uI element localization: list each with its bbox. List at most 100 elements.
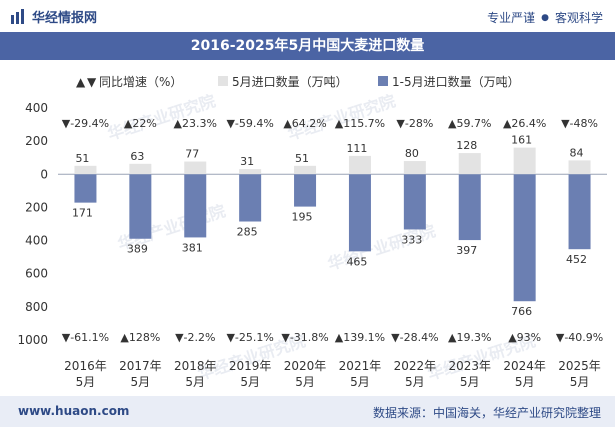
brand-name: 华经情报网: [32, 11, 98, 26]
legend-monthly-label: 5月进口数量（万吨）: [232, 74, 348, 89]
legend-cumulative-label: 1-5月进口数量（万吨）: [392, 74, 520, 89]
cumulative-value-label: 766: [511, 305, 532, 318]
cumulative-bar: [74, 174, 97, 203]
growth-monthly-label: ▼-48%: [561, 117, 598, 130]
x-category-sublabel: 5月: [350, 375, 370, 389]
cumulative-bar: [129, 174, 152, 239]
legend-up-triangle: ▲: [76, 75, 86, 89]
site-link[interactable]: www.huaon.com: [18, 404, 130, 418]
monthly-bar: [239, 169, 262, 175]
legend-monthly-swatch: [218, 76, 228, 86]
y-tick-label: 200: [25, 134, 48, 148]
brand[interactable]: 华经情报网: [10, 7, 97, 26]
growth-monthly-label: ▲23.3%: [174, 117, 217, 130]
growth-monthly-label: ▲115.7%: [335, 117, 385, 130]
growth-monthly-label: ▲22%: [124, 117, 157, 130]
x-category-sublabel: 5月: [295, 375, 315, 389]
cumulative-bar: [348, 174, 371, 252]
monthly-value-label: 77: [185, 148, 199, 161]
cumulative-bar: [294, 174, 317, 207]
cumulative-bar: [403, 174, 426, 230]
monthly-value-label: 51: [295, 152, 309, 165]
growth-monthly-label: ▲26.4%: [503, 117, 546, 130]
monthly-bar: [568, 160, 591, 175]
cumulative-value-label: 285: [237, 226, 258, 239]
growth-monthly-label: ▲64.2%: [283, 117, 326, 130]
x-category-sublabel: 5月: [76, 375, 96, 389]
x-category-sublabel: 5月: [240, 375, 260, 389]
cumulative-value-label: 389: [127, 243, 148, 256]
x-category-sublabel: 5月: [460, 375, 480, 389]
monthly-bar: [129, 163, 152, 175]
growth-monthly-label: ▼-29.4%: [62, 117, 109, 130]
tagline: 专业严谨 ● 客观科学: [487, 9, 603, 26]
footer: www.huaon.com 数据来源：中国海关，华经产业研究院整理: [0, 396, 615, 427]
growth-cumulative-label: ▼-61.1%: [62, 331, 109, 344]
x-category-sublabel: 5月: [570, 375, 590, 389]
cumulative-bar: [458, 174, 481, 241]
growth-monthly-label: ▼-28%: [396, 117, 433, 130]
monthly-bar: [348, 155, 371, 175]
monthly-value-label: 128: [456, 139, 477, 152]
growth-cumulative-label: ▲93%: [508, 331, 541, 344]
growth-cumulative-label: ▲139.1%: [335, 331, 385, 344]
monthly-value-label: 84: [570, 146, 584, 159]
cumulative-value-label: 171: [72, 207, 93, 220]
monthly-value-label: 161: [511, 134, 532, 147]
x-category-label: 2018年: [174, 359, 217, 373]
growth-cumulative-label: ▼-25.1%: [226, 331, 273, 344]
y-tick-label: 800: [25, 300, 48, 314]
x-category-sublabel: 5月: [185, 375, 205, 389]
cumulative-value-label: 333: [401, 233, 422, 246]
x-category-label: 2019年: [229, 359, 272, 373]
x-category-label: 2022年: [394, 359, 437, 373]
tag-objective: 客观科学: [554, 11, 603, 25]
x-category-label: 2025年: [558, 359, 601, 373]
monthly-bar: [458, 153, 481, 175]
legend-growth-label: 同比增速（%）: [99, 75, 182, 89]
monthly-bar: [294, 165, 317, 175]
data-source: 数据来源：中国海关，华经产业研究院整理: [372, 406, 601, 420]
growth-cumulative-label: ▼-28.4%: [391, 331, 438, 344]
x-category-label: 2020年: [284, 359, 327, 373]
monthly-value-label: 80: [405, 147, 419, 160]
y-tick-label: 400: [25, 101, 48, 115]
cumulative-value-label: 195: [292, 211, 313, 224]
x-category-label: 2023年: [448, 359, 491, 373]
x-category-label: 2021年: [339, 359, 382, 373]
cumulative-value-label: 397: [456, 244, 477, 257]
chart-area: ▲ ▼ 同比增速（%） 5月进口数量（万吨） 1-5月进口数量（万吨） 400 200 0 20…: [17, 74, 607, 389]
cumulative-value-label: 381: [182, 241, 203, 254]
y-tick-label: 1000: [17, 333, 48, 347]
y-tick-label: 600: [25, 267, 48, 281]
monthly-bar: [74, 165, 97, 175]
bullet-icon: ●: [541, 12, 549, 23]
x-category-sublabel: 5月: [515, 375, 535, 389]
cumulative-bar: [184, 174, 207, 238]
logo-icon: [11, 8, 24, 24]
monthly-value-label: 31: [240, 155, 254, 168]
cumulative-value-label: 465: [346, 255, 367, 268]
monthly-bar: [513, 147, 536, 175]
growth-cumulative-label: ▼-2.2%: [175, 331, 215, 344]
monthly-value-label: 63: [130, 150, 144, 163]
x-category-sublabel: 5月: [131, 375, 151, 389]
growth-cumulative-label: ▲128%: [120, 331, 160, 344]
monthly-value-label: 111: [346, 142, 367, 155]
growth-cumulative-label: ▼-31.8%: [281, 331, 328, 344]
x-category-label: 2016年: [64, 359, 107, 373]
cumulative-bar: [239, 174, 262, 222]
y-tick-label: 0: [40, 167, 48, 181]
x-category-sublabel: 5月: [405, 375, 425, 389]
growth-monthly-label: ▲59.7%: [448, 117, 491, 130]
cumulative-value-label: 452: [566, 253, 587, 266]
growth-cumulative-label: ▲19.3%: [448, 331, 491, 344]
y-tick-label: 200: [25, 200, 48, 214]
monthly-value-label: 51: [75, 152, 89, 165]
x-category-label: 2017年: [119, 359, 162, 373]
legend-cumulative-swatch: [378, 76, 388, 86]
top-bar: 华经情报网 专业严谨 ● 客观科学: [0, 0, 615, 30]
tag-professional: 专业严谨: [487, 11, 536, 25]
cumulative-bar: [568, 174, 591, 250]
monthly-bar: [403, 161, 426, 175]
